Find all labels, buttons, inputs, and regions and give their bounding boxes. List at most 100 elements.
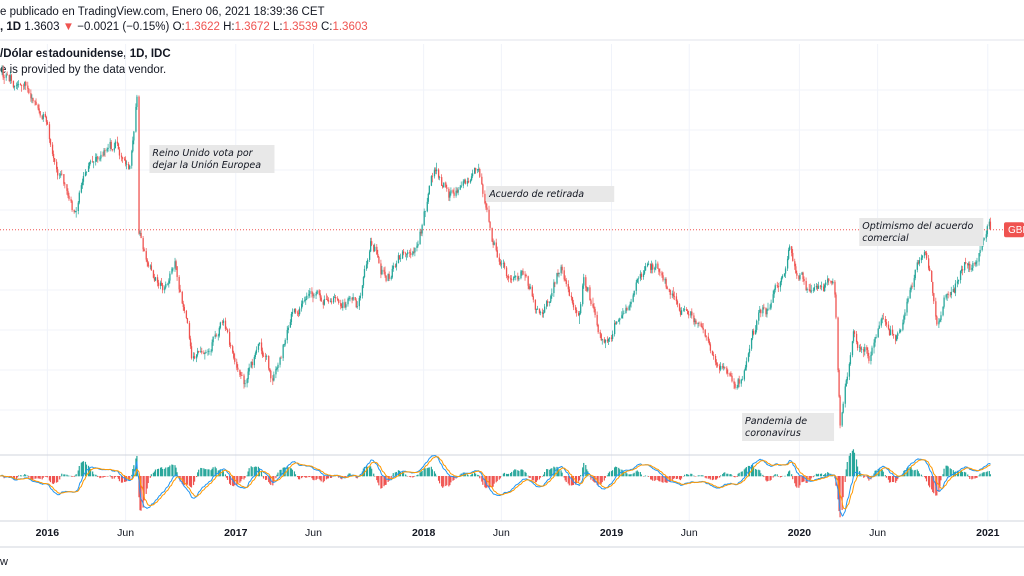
- macd-histogram-bar: [380, 476, 382, 489]
- candle-body: [960, 269, 963, 272]
- macd-histogram-bar: [633, 472, 635, 477]
- candle-body: [723, 367, 725, 369]
- macd-histogram-bar: [215, 468, 217, 477]
- candle-body: [882, 318, 885, 320]
- macd-histogram-bar: [825, 473, 827, 477]
- candle-body: [431, 176, 434, 177]
- candle-body: [554, 282, 556, 284]
- macd-histogram-bar: [21, 475, 23, 477]
- candle-body: [370, 241, 372, 252]
- macd-histogram-bar: [662, 476, 664, 483]
- macd-histogram-bar: [240, 476, 242, 482]
- candle-body: [456, 190, 458, 193]
- candle-body: [640, 273, 643, 277]
- candle-body: [247, 371, 249, 380]
- macd-histogram-bar: [639, 472, 641, 477]
- macd-histogram-bar: [945, 465, 947, 477]
- candle-body: [42, 114, 44, 119]
- macd-histogram-bar: [539, 476, 542, 478]
- macd-histogram-bar: [715, 476, 718, 480]
- macd-histogram-bar: [748, 465, 751, 477]
- candle-body: [161, 282, 163, 285]
- candle-body: [863, 349, 865, 352]
- macd-histogram-bar: [449, 476, 451, 486]
- macd-histogram-bar: [679, 476, 682, 481]
- macd-histogram-bar: [582, 467, 584, 477]
- candle-body: [309, 291, 311, 294]
- candle-body: [853, 331, 856, 334]
- candle-body: [622, 313, 624, 316]
- macd-histogram-bar: [626, 473, 628, 477]
- candle-body: [53, 158, 56, 162]
- candle-body: [633, 290, 635, 296]
- candle-body: [68, 195, 70, 200]
- candle-body: [870, 354, 872, 361]
- macd-histogram-bar: [327, 476, 330, 479]
- candle-body: [838, 370, 840, 397]
- macd-histogram-bar: [851, 450, 854, 477]
- candle-body: [923, 252, 926, 256]
- candle-body: [378, 257, 380, 264]
- candle-body: [374, 246, 376, 252]
- candle-body: [392, 265, 394, 269]
- macd-line: [0, 455, 991, 517]
- macd-histogram-bar: [323, 476, 325, 482]
- x-tick-label: Jun: [117, 527, 134, 539]
- macd-histogram-bar: [714, 476, 717, 480]
- candle-body: [697, 322, 699, 324]
- macd-histogram-bar: [686, 473, 688, 477]
- candle-body: [95, 157, 97, 162]
- macd-histogram-bar: [758, 469, 760, 477]
- macd-histogram-bar: [514, 469, 516, 477]
- candle-body: [781, 275, 784, 278]
- macd-histogram-bar: [147, 476, 149, 484]
- macd-histogram-bar: [736, 476, 738, 477]
- macd-histogram-bar: [684, 474, 686, 477]
- macd-histogram-bar: [167, 467, 169, 477]
- candle-body: [527, 276, 529, 286]
- candle-body: [542, 312, 545, 314]
- candle-body: [935, 301, 937, 317]
- candle-body: [662, 275, 664, 281]
- candle-body: [198, 350, 200, 353]
- candle-body: [174, 261, 176, 269]
- macd-histogram-bar: [203, 468, 205, 477]
- candle-body: [583, 277, 585, 286]
- candle-body: [15, 85, 18, 87]
- candle-body: [968, 263, 970, 266]
- macd-histogram-bar: [246, 475, 248, 477]
- candle-body: [171, 268, 173, 274]
- macd-histogram-bar: [498, 476, 500, 480]
- macd-histogram-bar: [312, 476, 314, 480]
- macd-histogram-bar: [536, 476, 538, 481]
- macd-histogram-bar: [13, 476, 16, 480]
- candle-body: [215, 334, 217, 336]
- macd-histogram-bar: [815, 473, 817, 477]
- candle-body: [596, 314, 598, 325]
- candle-body: [186, 318, 189, 324]
- macd-histogram-bar: [77, 470, 79, 477]
- macd-histogram-bar: [651, 476, 653, 480]
- macd-histogram-bar: [109, 475, 111, 477]
- macd-histogram-bar: [443, 476, 445, 487]
- macd-histogram-bar: [565, 476, 567, 483]
- candle-body: [535, 308, 538, 310]
- macd-histogram-bar: [377, 476, 379, 483]
- macd-histogram-bar: [175, 467, 177, 477]
- candle-body: [232, 346, 234, 353]
- candle-body: [538, 308, 541, 313]
- macd-histogram-bar: [974, 476, 976, 479]
- candle-body: [484, 193, 486, 204]
- candle-body: [417, 244, 419, 246]
- candle-body: [327, 299, 330, 302]
- macd-histogram-bar: [296, 476, 299, 478]
- macd-histogram-bar: [839, 476, 841, 518]
- macd-histogram-bar: [795, 476, 797, 487]
- macd-histogram-bar: [950, 469, 952, 477]
- candle-body: [365, 264, 368, 269]
- macd-histogram-bar: [702, 475, 704, 477]
- candle-body: [412, 251, 414, 256]
- macd-histogram-bar: [489, 476, 491, 488]
